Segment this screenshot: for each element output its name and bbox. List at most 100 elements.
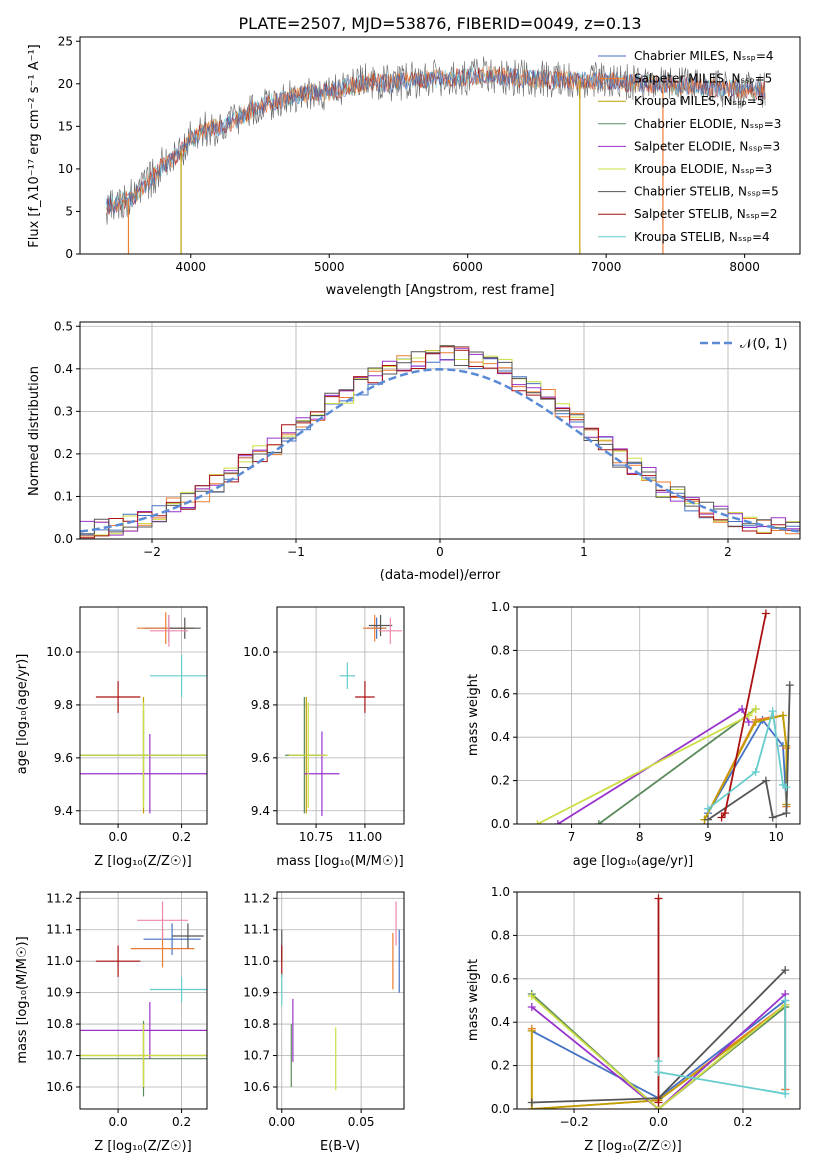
z-weight-panel-ytick-label-3: 0.6	[491, 972, 510, 986]
spectrum-legend-label-5: Kroupa ELODIE, Nₛₛₚ=3	[634, 162, 772, 176]
age-weight-panel-marker-4-0	[553, 820, 562, 824]
spectrum-line-4	[106, 67, 766, 214]
spectrum-panel-xtick-label-2: 6000	[452, 260, 483, 274]
z-weight-panel-line-2	[530, 1006, 786, 1109]
residual-panel-ytick-label-2: 0.2	[54, 447, 73, 461]
ebv-mass-panel-ytick-label-0: 10.6	[243, 1080, 270, 1094]
ebv-mass-panel-content	[281, 901, 400, 1091]
z-mass-panel-content	[80, 901, 207, 1097]
z-age-panel-errorbar-5	[80, 702, 207, 809]
z-weight-xlabel: Z [log₁₀(Z/Z☉)]	[584, 1139, 681, 1154]
spectrum-line-3	[106, 65, 766, 216]
age-weight-panel-marker-5-2	[751, 704, 760, 713]
ebv-mass-panel-xtick-label-1: 0.05	[348, 1115, 375, 1129]
z-mass-panel-ytick-label-1: 10.7	[46, 1049, 73, 1063]
spectrum-panel-content	[106, 56, 766, 254]
residual-panel-content	[80, 345, 800, 539]
z-age-panel-content	[80, 612, 207, 814]
z-age-panel-errorbar-8	[149, 654, 207, 697]
spectrum-panel-ytick-label-0: 0	[65, 247, 73, 261]
z-age-ylabel: age [log₁₀(age/yr)]	[15, 654, 30, 775]
mass-age-panel-errorbar-7	[355, 681, 375, 713]
spectrum-legend-label-1: Salpeter MILES, Nₛₛₚ=5	[634, 72, 772, 86]
spectrum-legend-label-3: Chabrier ELODIE, Nₛₛₚ=3	[634, 117, 781, 131]
age-weight-panel-content	[533, 609, 794, 824]
age-weight-panel-marker-6-1	[761, 776, 770, 785]
mass-age-panel-errorbar-1	[362, 614, 387, 642]
z-age-panel-errorbar-9	[149, 614, 188, 647]
normal-curve	[80, 368, 800, 533]
z-mass-panel-ytick-label-5: 11.1	[46, 923, 73, 937]
z-weight-panel-ytick-label-0: 0.0	[491, 1102, 510, 1116]
age-weight-panel-line-4	[557, 707, 750, 824]
age-weight-panel-marker-8-4	[782, 783, 791, 792]
age-weight-panel-ytick-label-4: 0.8	[491, 643, 510, 657]
spectrum-panel-ytick-label-2: 10	[58, 162, 73, 176]
age-weight-panel-marker-6-0	[703, 815, 712, 824]
age-weight-panel-line-5	[537, 708, 757, 824]
z-age-panel-xtick-label-1: 0.2	[172, 830, 191, 844]
spectrum-panel-xtick-label-0: 4000	[175, 260, 206, 274]
z-mass-xlabel: Z [log₁₀(Z/Z☉)]	[94, 1139, 191, 1154]
spectrum-legend-label-2: Kroupa MILES, Nₛₛₚ=5	[634, 94, 764, 108]
z-weight-panel-ytick-label-4: 0.8	[491, 928, 510, 942]
age-weight-xlabel: age [log₁₀(age/yr)]	[573, 854, 694, 869]
spectrum-panel: 4000 5000 6000 7000 8000 0 5 10 15 20 25 Chabrier M…	[58, 34, 801, 274]
z-age-panel: 0.0 0.2 9.4 9.6 9.8 10.0	[46, 606, 208, 844]
ebv-mass-panel-xtick-label-0: 0.00	[268, 1115, 295, 1129]
z-age-panel-frame	[79, 606, 208, 825]
mass-age-panel-xtick-label-1: 11.00	[348, 830, 382, 844]
residual-panel-xtick-label-2: 0	[436, 545, 444, 559]
z-mass-panel-errorbar-9	[137, 901, 188, 940]
age-weight-panel-marker-7-1	[720, 809, 729, 818]
residual-panel-xtick-label-0: −2	[143, 545, 161, 559]
z-weight-panel-xtick-label-1: 0.0	[649, 1115, 668, 1129]
residual-legend-label: 𝒩(0, 1)	[740, 337, 787, 352]
mass-age-panel-frame	[276, 606, 405, 825]
z-age-panel-ytick-label-3: 10.0	[46, 645, 73, 659]
z-mass-panel-errorbar-8	[149, 976, 207, 1003]
age-weight-panel-ytick-label-5: 1.0	[491, 600, 510, 614]
z-weight-panel-marker-2-0	[527, 1026, 536, 1035]
z-mass-panel-errorbar-0	[143, 923, 201, 955]
age-weight-panel-marker-5-0	[533, 820, 542, 824]
spectrum-ylabel: Flux [f_λ10⁻¹⁷ erg cm⁻² s⁻¹ A⁻¹]	[27, 44, 42, 248]
z-weight-panel-line-4	[531, 993, 786, 1109]
z-weight-panel-ytick-label-2: 0.4	[491, 1015, 510, 1029]
residual-xlabel: (data-model)/error	[380, 568, 501, 583]
z-mass-panel-errorbar-6	[172, 923, 204, 949]
spectrum-panel-ytick-label-5: 25	[58, 34, 73, 48]
mass-age-panel-content	[284, 614, 403, 817]
age-weight-panel-marker-8-1	[751, 767, 760, 776]
age-weight-panel-ytick-label-0: 0.0	[491, 817, 510, 831]
spectrum-legend-label-6: Chabrier STELIB, Nₛₛₚ=5	[634, 185, 779, 199]
figure-title: PLATE=2507, MJD=53876, FIBERID=0049, z=0…	[238, 14, 641, 33]
age-weight-panel-line-3	[598, 708, 757, 824]
age-weight-panel-marker-4-1	[738, 704, 747, 713]
ebv-mass-xlabel: E(B-V)	[320, 1139, 360, 1154]
z-weight-panel-xtick-label-0: −0.2	[559, 1115, 588, 1129]
z-weight-panel-line-3	[531, 993, 786, 1109]
z-age-xlabel: Z [log₁₀(Z/Z☉)]	[94, 854, 191, 869]
z-weight-panel-xtick-label-2: 0.2	[733, 1115, 752, 1129]
spectrum-panel-xtick-label-3: 7000	[591, 260, 622, 274]
spectrum-panel-ytick-label-1: 5	[65, 204, 73, 218]
z-weight-panel-marker-6-0	[527, 1098, 536, 1107]
z-age-panel-xtick-label-0: 0.0	[109, 830, 128, 844]
mass-age-panel-xtick-label-0: 10.75	[299, 830, 333, 844]
spectrum-panel-frame	[79, 36, 801, 255]
ebv-mass-panel-ytick-label-4: 11.0	[243, 954, 270, 968]
z-mass-panel-ytick-label-2: 10.8	[46, 1017, 73, 1031]
z-weight-panel-marker-8-0	[654, 1057, 663, 1066]
z-age-panel-ytick-label-0: 9.4	[54, 804, 73, 818]
age-weight-panel-frame	[516, 606, 801, 825]
spectrum-panel-xtick-label-1: 5000	[314, 260, 345, 274]
age-weight-panel-ytick-label-3: 0.6	[491, 687, 510, 701]
age-weight-panel-marker-7-2	[761, 609, 770, 618]
mass-age-panel-errorbar-9	[378, 617, 403, 645]
ebv-mass-panel-ytick-label-2: 10.8	[243, 1017, 270, 1031]
mass-age-panel-errorbar-6	[368, 614, 393, 637]
ebv-mass-panel-frame	[276, 891, 405, 1110]
residual-panel-ytick-label-4: 0.4	[54, 362, 73, 376]
mass-age-panel: 10.75 11.00 9.4 9.6 9.8 10.0	[243, 606, 405, 844]
